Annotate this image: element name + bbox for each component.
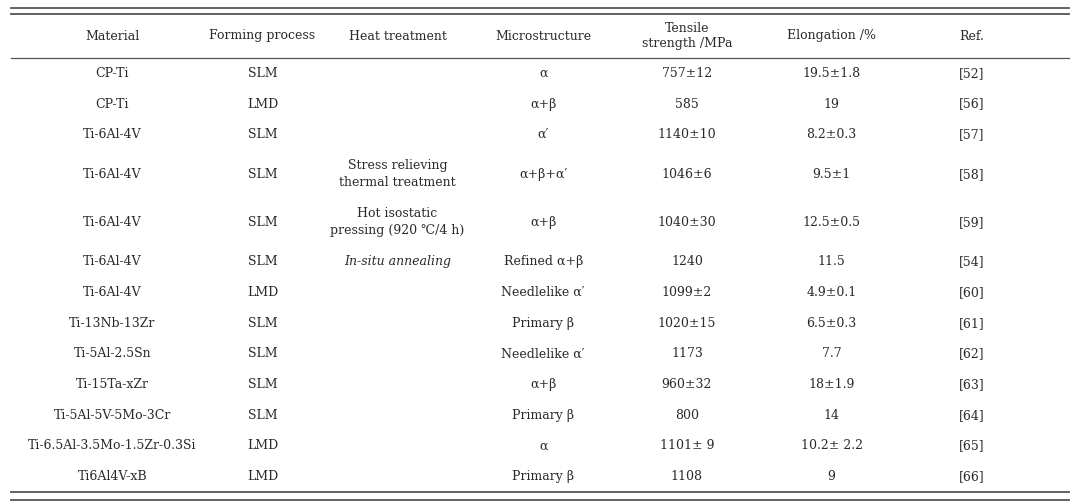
Text: SLM: SLM — [247, 378, 278, 391]
Text: SLM: SLM — [247, 168, 278, 180]
Text: 1140±10: 1140±10 — [658, 128, 716, 141]
Text: Ti-6Al-4V: Ti-6Al-4V — [83, 256, 141, 269]
Text: Primary β: Primary β — [512, 470, 575, 483]
Text: Ti-6Al-4V: Ti-6Al-4V — [83, 216, 141, 229]
Text: α′: α′ — [538, 128, 549, 141]
Text: Tensile: Tensile — [664, 23, 710, 35]
Text: SLM: SLM — [247, 347, 278, 360]
Text: Microstructure: Microstructure — [495, 30, 592, 42]
Text: SLM: SLM — [247, 256, 278, 269]
Text: [52]: [52] — [959, 67, 985, 80]
Text: 800: 800 — [675, 409, 699, 422]
Text: 19: 19 — [824, 97, 839, 110]
Text: Ti6Al4V-xB: Ti6Al4V-xB — [78, 470, 147, 483]
Text: α+β: α+β — [530, 378, 556, 391]
Text: Primary β: Primary β — [512, 317, 575, 330]
Text: 18±1.9: 18±1.9 — [809, 378, 854, 391]
Text: Ti-15Ta-xZr: Ti-15Ta-xZr — [76, 378, 149, 391]
Text: Refined α+β: Refined α+β — [503, 256, 583, 269]
Text: α+β+α′: α+β+α′ — [519, 168, 567, 180]
Text: [59]: [59] — [959, 216, 985, 229]
Text: Needlelike α′: Needlelike α′ — [501, 286, 585, 299]
Text: LMD: LMD — [247, 97, 278, 110]
Text: Stress relieving
thermal treatment: Stress relieving thermal treatment — [339, 159, 456, 189]
Text: Material: Material — [85, 30, 139, 42]
Text: LMD: LMD — [247, 470, 278, 483]
Text: 1240: 1240 — [671, 256, 703, 269]
Text: LMD: LMD — [247, 286, 278, 299]
Text: SLM: SLM — [247, 317, 278, 330]
Text: LMD: LMD — [247, 439, 278, 453]
Text: Ti-6Al-4V: Ti-6Al-4V — [83, 286, 141, 299]
Text: [63]: [63] — [959, 378, 985, 391]
Text: [62]: [62] — [959, 347, 985, 360]
Text: Elongation /%: Elongation /% — [787, 30, 876, 42]
Text: Ti-6.5Al-3.5Mo-1.5Zr-0.3Si: Ti-6.5Al-3.5Mo-1.5Zr-0.3Si — [28, 439, 197, 453]
Text: 960±32: 960±32 — [662, 378, 712, 391]
Text: SLM: SLM — [247, 409, 278, 422]
Text: Needlelike α′: Needlelike α′ — [501, 347, 585, 360]
Text: SLM: SLM — [247, 128, 278, 141]
Text: Ti-13Nb-13Zr: Ti-13Nb-13Zr — [69, 317, 156, 330]
Text: CP-Ti: CP-Ti — [95, 67, 130, 80]
Text: 1046±6: 1046±6 — [662, 168, 712, 180]
Text: 6.5±0.3: 6.5±0.3 — [807, 317, 856, 330]
Text: α+β: α+β — [530, 97, 556, 110]
Text: 11.5: 11.5 — [818, 256, 846, 269]
Text: Ref.: Ref. — [959, 30, 985, 42]
Text: 1101± 9: 1101± 9 — [660, 439, 714, 453]
Text: 19.5±1.8: 19.5±1.8 — [802, 67, 861, 80]
Text: Primary β: Primary β — [512, 409, 575, 422]
Text: [56]: [56] — [959, 97, 985, 110]
Text: SLM: SLM — [247, 216, 278, 229]
Text: 7.7: 7.7 — [822, 347, 841, 360]
Text: 8.2±0.3: 8.2±0.3 — [807, 128, 856, 141]
Text: Ti-5Al-2.5Sn: Ti-5Al-2.5Sn — [73, 347, 151, 360]
Text: 14: 14 — [824, 409, 839, 422]
Text: 1173: 1173 — [671, 347, 703, 360]
Text: [61]: [61] — [959, 317, 985, 330]
Text: [65]: [65] — [959, 439, 985, 453]
Text: α: α — [539, 439, 548, 453]
Text: 1040±30: 1040±30 — [658, 216, 716, 229]
Text: 1108: 1108 — [671, 470, 703, 483]
Text: [66]: [66] — [959, 470, 985, 483]
Text: Forming process: Forming process — [210, 30, 315, 42]
Text: 9.5±1: 9.5±1 — [812, 168, 851, 180]
Text: [58]: [58] — [959, 168, 985, 180]
Text: α+β: α+β — [530, 216, 556, 229]
Text: 585: 585 — [675, 97, 699, 110]
Text: 757±12: 757±12 — [662, 67, 712, 80]
Text: 9: 9 — [827, 470, 836, 483]
Text: [64]: [64] — [959, 409, 985, 422]
Text: In-situ annealing: In-situ annealing — [343, 256, 451, 269]
Text: [60]: [60] — [959, 286, 985, 299]
Text: Heat treatment: Heat treatment — [349, 30, 446, 42]
Text: [54]: [54] — [959, 256, 985, 269]
Text: Hot isostatic
pressing (920 ℃/4 h): Hot isostatic pressing (920 ℃/4 h) — [330, 208, 464, 237]
Text: SLM: SLM — [247, 67, 278, 80]
Text: CP-Ti: CP-Ti — [95, 97, 130, 110]
Text: 4.9±0.1: 4.9±0.1 — [807, 286, 856, 299]
Text: Ti-5Al-5V-5Mo-3Cr: Ti-5Al-5V-5Mo-3Cr — [54, 409, 171, 422]
Text: Ti-6Al-4V: Ti-6Al-4V — [83, 168, 141, 180]
Text: 12.5±0.5: 12.5±0.5 — [802, 216, 861, 229]
Text: strength /MPa: strength /MPa — [642, 36, 732, 49]
Text: 1020±15: 1020±15 — [658, 317, 716, 330]
Text: [57]: [57] — [959, 128, 985, 141]
Text: 10.2± 2.2: 10.2± 2.2 — [800, 439, 863, 453]
Text: 1099±2: 1099±2 — [662, 286, 712, 299]
Text: Ti-6Al-4V: Ti-6Al-4V — [83, 128, 141, 141]
Text: α: α — [539, 67, 548, 80]
